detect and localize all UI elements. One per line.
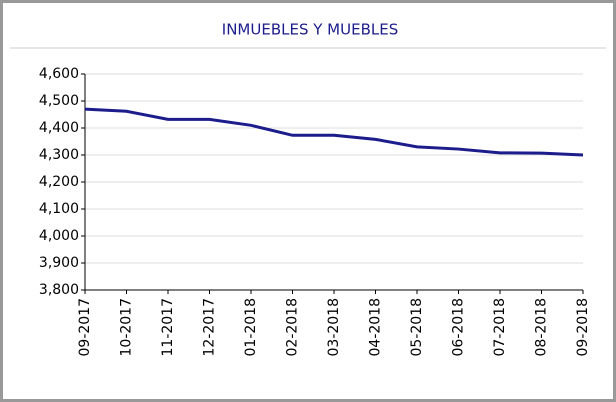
x-tick-label: 12-2017 [202, 298, 218, 357]
x-tick-label: 10-2017 [119, 298, 135, 357]
y-tick-label: 4,400 [39, 120, 79, 136]
y-tick-label: 4,100 [39, 201, 79, 217]
x-tick-label: 05-2018 [409, 298, 425, 357]
x-tick-label: 11-2017 [160, 298, 176, 357]
line [84, 107, 584, 157]
x-tick-label: 01-2018 [243, 298, 259, 357]
x-tick-label: 07-2018 [492, 298, 508, 357]
chart-title: INMUEBLES Y MUEBLES [222, 21, 398, 39]
x-tick-label: 06-2018 [451, 298, 467, 357]
y-tick-label: 3,900 [39, 255, 79, 271]
x-tick-label: 03-2018 [326, 298, 342, 357]
y-tick-label: 4,200 [39, 174, 79, 190]
x-tick-label: 09-2017 [77, 298, 93, 357]
x-tick-label: 02-2018 [285, 298, 301, 357]
y-tick-label: 4,600 [39, 66, 79, 82]
y-tick-label: 4,500 [39, 93, 79, 109]
x-tick-label: 08-2018 [534, 298, 550, 357]
y-tick-label: 4,300 [39, 147, 79, 163]
y-tick-label: 4,000 [39, 228, 79, 244]
x-tick-label: 09-2018 [575, 298, 591, 357]
x-tick-label: 04-2018 [368, 298, 384, 357]
y-tick-label: 3,800 [39, 282, 79, 298]
